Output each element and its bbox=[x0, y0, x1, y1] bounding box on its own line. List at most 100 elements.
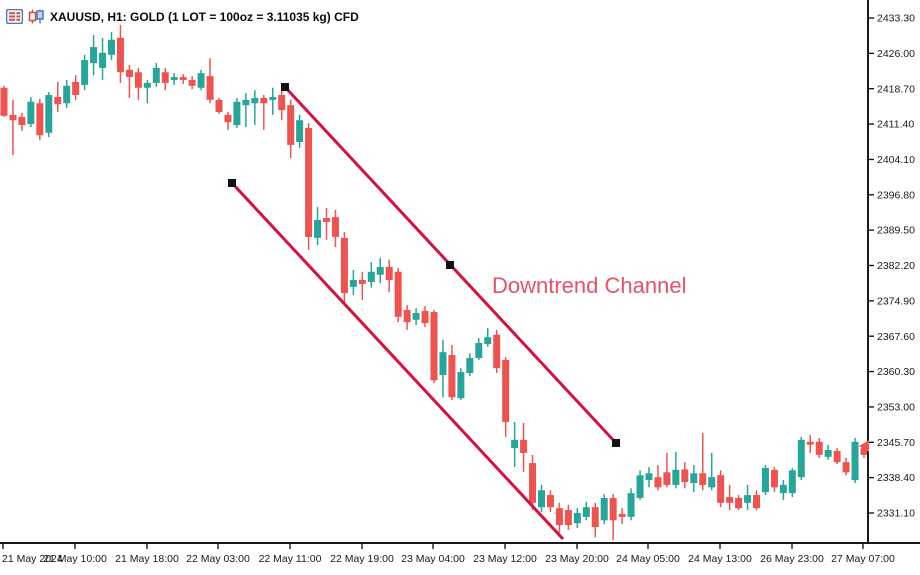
candle bbox=[331, 209, 339, 248]
candle bbox=[260, 95, 268, 130]
price-axis[interactable]: 2433.30 2426.00 2418.70 2411.40 2404.10 2396.… bbox=[868, 13, 915, 520]
candle-body-down bbox=[403, 310, 411, 323]
candle bbox=[323, 207, 330, 240]
candle bbox=[538, 484, 545, 513]
candle-body-up bbox=[197, 73, 205, 88]
candle-body-down bbox=[340, 237, 348, 294]
candle bbox=[9, 99, 17, 156]
candle bbox=[233, 97, 241, 128]
time-tick-label: 26 May 23:00 bbox=[760, 553, 824, 565]
candle bbox=[385, 259, 393, 293]
candle bbox=[161, 67, 169, 91]
candle bbox=[412, 308, 420, 326]
candle bbox=[314, 206, 322, 246]
candle bbox=[511, 421, 519, 467]
candle-body-down bbox=[717, 475, 725, 503]
candle bbox=[376, 257, 384, 283]
candle-body-down bbox=[529, 463, 537, 503]
candle bbox=[493, 329, 501, 374]
price-tick-label: 2433.30 bbox=[877, 13, 915, 25]
candle bbox=[699, 433, 707, 491]
price-tick-label: 2367.60 bbox=[877, 331, 915, 343]
channel-anchor-handle[interactable] bbox=[446, 261, 454, 269]
candle bbox=[242, 93, 250, 127]
candle bbox=[125, 64, 133, 98]
candle-body-down bbox=[564, 510, 572, 526]
price-tick-label: 2360.30 bbox=[877, 366, 915, 378]
time-tick-label: 27 May 07:00 bbox=[831, 553, 895, 565]
candle bbox=[45, 92, 53, 138]
candle-body-down bbox=[224, 114, 232, 123]
candle-body-up bbox=[99, 52, 107, 68]
candle-body-down bbox=[430, 311, 438, 381]
candle-body-up bbox=[582, 507, 590, 517]
candle-body-up bbox=[573, 512, 581, 524]
candle-body-up bbox=[851, 441, 859, 481]
price-tick-label: 2396.80 bbox=[877, 189, 915, 201]
candle bbox=[520, 422, 528, 472]
time-tick-label: 21 May 18:00 bbox=[115, 553, 179, 565]
candle bbox=[681, 462, 689, 489]
candle-body-up bbox=[242, 99, 250, 106]
candle-body-up bbox=[90, 47, 98, 64]
channel-anchor-handle[interactable] bbox=[228, 179, 236, 187]
candle-body-down bbox=[726, 497, 734, 503]
candle bbox=[815, 437, 823, 458]
channel-lower-line[interactable] bbox=[230, 181, 565, 541]
candle-body-up bbox=[314, 219, 322, 238]
time-tick-label: 21 May 10:00 bbox=[43, 553, 107, 565]
candlestick-series bbox=[0, 24, 868, 541]
candle-body-up bbox=[233, 101, 241, 126]
candle-body-up bbox=[511, 439, 519, 449]
candle-body-up bbox=[27, 101, 35, 125]
candle-body-down bbox=[520, 439, 528, 453]
chart-properties-icon[interactable] bbox=[5, 8, 24, 25]
time-tick-label: 22 May 03:00 bbox=[186, 553, 250, 565]
candle bbox=[753, 490, 760, 511]
candlestick-chart-icon[interactable] bbox=[28, 9, 45, 24]
candle bbox=[448, 344, 456, 401]
candle-body-down bbox=[36, 103, 44, 136]
candle bbox=[116, 24, 124, 83]
candle-body-up bbox=[63, 85, 71, 104]
candle bbox=[403, 305, 411, 330]
candle-body-up bbox=[45, 95, 53, 133]
candle bbox=[717, 470, 725, 508]
candle bbox=[744, 484, 752, 511]
price-tick-label: 2331.10 bbox=[877, 508, 915, 520]
downtrend-channel-object[interactable]: Downtrend Channel bbox=[228, 83, 686, 541]
channel-anchor-handle[interactable] bbox=[281, 83, 289, 91]
candle bbox=[761, 465, 769, 496]
candle bbox=[296, 114, 304, 148]
candle-body-down bbox=[448, 355, 456, 398]
candle-body-down bbox=[125, 69, 133, 78]
candle-body-down bbox=[493, 334, 501, 369]
candle bbox=[206, 58, 214, 104]
candle-body-down bbox=[116, 37, 124, 73]
candle-body-down bbox=[358, 280, 366, 284]
candle-body-down bbox=[833, 451, 841, 463]
price-tick-label: 2374.90 bbox=[877, 295, 915, 307]
candle bbox=[287, 99, 295, 158]
price-tick-label: 2418.70 bbox=[877, 83, 915, 95]
candle bbox=[529, 454, 537, 511]
candle-body-down bbox=[618, 513, 626, 517]
price-tick-label: 2345.70 bbox=[877, 437, 915, 449]
candle bbox=[170, 73, 178, 85]
time-tick-label: 23 May 12:00 bbox=[473, 553, 537, 565]
candle bbox=[108, 32, 115, 61]
candle-body-down bbox=[609, 497, 617, 521]
time-tick-label: 23 May 20:00 bbox=[545, 553, 609, 565]
price-tick-label: 2389.50 bbox=[877, 225, 915, 237]
candle-body-down bbox=[663, 472, 671, 485]
candle bbox=[349, 269, 357, 296]
candle-body-up bbox=[600, 497, 608, 521]
candle-body-down bbox=[18, 116, 26, 126]
candle-body-up bbox=[376, 266, 384, 275]
channel-anchor-handle[interactable] bbox=[612, 439, 620, 447]
candle bbox=[430, 310, 438, 384]
candle-body-up bbox=[672, 469, 680, 485]
candle bbox=[770, 466, 778, 493]
